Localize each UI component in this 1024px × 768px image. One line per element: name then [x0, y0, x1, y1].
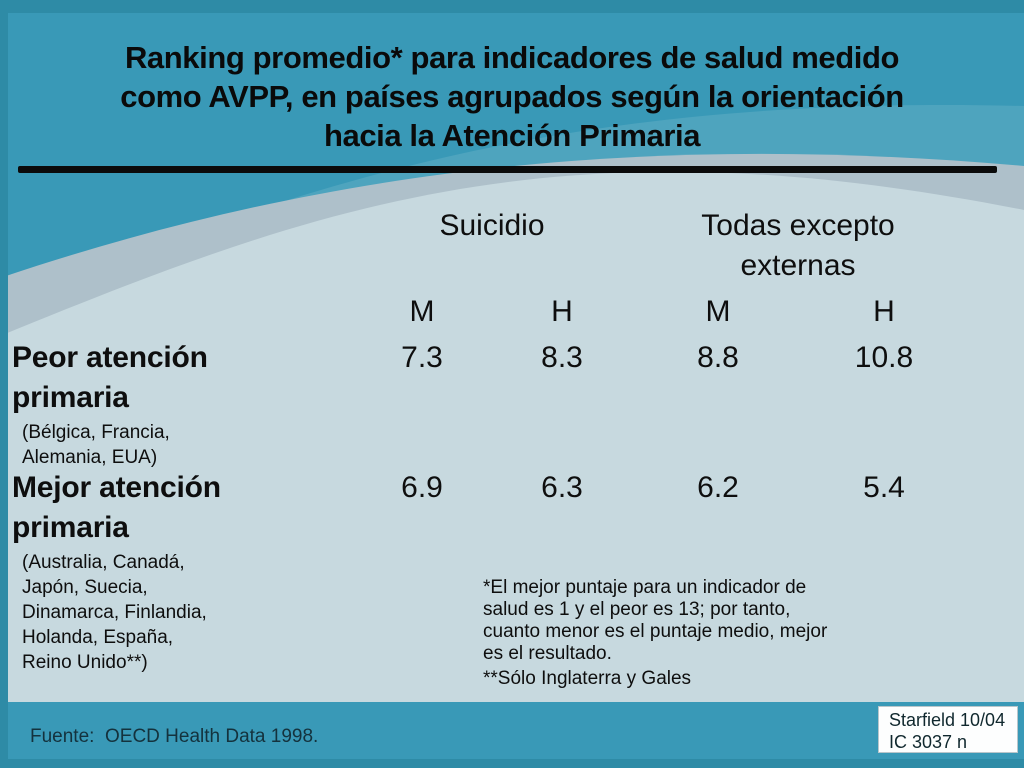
value-cell: 6.9 — [401, 471, 443, 504]
row-label-peor-atencion: Peor atención primaria (Bélgica, Francia… — [0, 338, 352, 470]
row-name: Mejor atención primaria — [12, 471, 221, 544]
group-header-todas-excepto-externas: Todas excepto externas — [701, 209, 895, 282]
footnote-secondary: **Sólo Inglaterra y Gales — [483, 668, 692, 689]
table-row-peor-atencion: Peor atención primaria (Bélgica, Francia… — [0, 338, 964, 470]
value-cell: 7.3 — [401, 341, 443, 374]
frame-left — [0, 0, 8, 768]
value-cell: 10.8 — [854, 341, 914, 374]
table-row-mejor-atencion: Mejor atención primaria (Australia, Cana… — [0, 468, 964, 675]
row-label-mejor-atencion: Mejor atención primaria (Australia, Cana… — [0, 468, 352, 675]
row-name: Peor atención primaria — [12, 341, 208, 414]
frame-bottom — [0, 759, 1024, 768]
value-cell: 6.3 — [541, 471, 583, 504]
value-cell: 5.4 — [863, 471, 905, 504]
footnote-primary: *El mejor puntaje para un indicador de s… — [483, 577, 828, 664]
footer-band — [0, 702, 1024, 768]
value-cell: 6.2 — [697, 471, 739, 504]
spacer-cell — [0, 206, 352, 286]
title-underline — [18, 166, 997, 173]
spacer-cell — [0, 292, 352, 332]
source-citation: Fuente: OECD Health Data 1998. — [30, 726, 319, 747]
frame-top — [0, 0, 1024, 13]
col-header-h-suicidio: H — [551, 295, 573, 328]
arc-light — [0, 171, 1024, 768]
col-header-m-suicidio: M — [409, 295, 435, 328]
credit-box: Starfield 10/04 IC 3037 n — [878, 706, 1018, 753]
value-cell: 8.8 — [697, 341, 739, 374]
page-title: Ranking promedio* para indicadores de sa… — [120, 40, 904, 153]
value-cell: 8.3 — [541, 341, 583, 374]
col-header-h-todas: H — [873, 295, 895, 328]
table-col-header-row: M H M H — [0, 292, 964, 332]
row-countries: (Australia, Canadá, Japón, Suecia, Dinam… — [22, 552, 207, 673]
table-group-header-row: Suicidio Todas excepto externas — [0, 206, 964, 286]
group-header-suicidio: Suicidio — [439, 209, 545, 242]
row-countries: (Bélgica, Francia, Alemania, EUA) — [22, 422, 170, 468]
col-header-m-todas: M — [705, 295, 731, 328]
